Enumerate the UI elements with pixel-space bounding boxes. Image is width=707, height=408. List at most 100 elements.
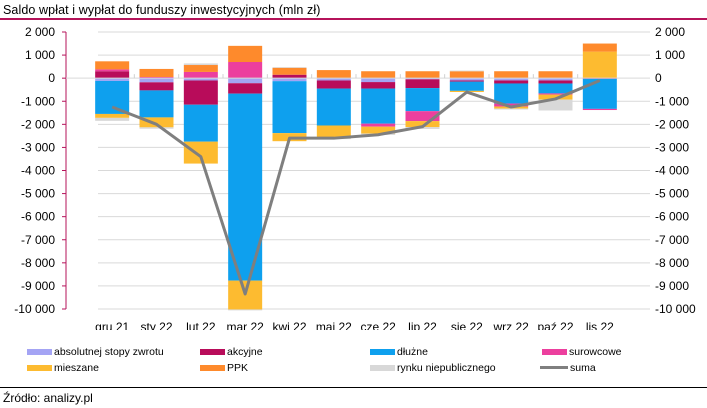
y-tick-label-left: -4 000 [21, 164, 55, 178]
legend-swatch [370, 348, 395, 355]
legend-swatch [27, 348, 52, 355]
bar-segment-akcyjne [139, 82, 174, 91]
bar-segment-akcyjne [405, 79, 440, 89]
bar-segment-mieszane [139, 117, 174, 128]
suma-line-group [111, 79, 601, 296]
bar-segment-d-u-ne [316, 88, 351, 126]
bar-segment-ppk [582, 43, 617, 52]
bar-segment-d-u-ne [582, 78, 617, 109]
x-tick-label: sty 22 [140, 320, 172, 330]
bar-segment-surowcowe [538, 93, 573, 95]
bar-segment-surowcowe [405, 111, 440, 122]
bar-segment-d-u-ne [95, 80, 130, 114]
x-tick-label: maj 22 [316, 320, 352, 330]
bar-segment-ppk [361, 71, 396, 79]
bar-segment-d-u-ne [272, 81, 307, 134]
legend-item-ppk: PPK [200, 361, 248, 374]
bar-segment-mieszane [95, 113, 130, 118]
legend-item-akcyjne: akcyjne [200, 345, 263, 358]
bar-segment-rynku-niepublicznego [494, 108, 529, 110]
y-tick-label-right: 1 000 [655, 48, 685, 62]
bar-segment-surowcowe [228, 62, 263, 79]
y-tick-label-left: -8 000 [21, 256, 55, 270]
bar-segment-absolutnej-stopy-zwrotu [95, 78, 130, 81]
bar-segment-absolutnej-stopy-zwrotu [405, 78, 440, 80]
y-tick-label-left: -5 000 [21, 187, 55, 201]
y-tick-label-right: -1 000 [655, 94, 689, 108]
y-tick-label-right: -10 000 [655, 302, 696, 316]
source-note: Źródło: analizy.pl [3, 391, 93, 405]
y-tick-label-right: -9 000 [655, 279, 689, 293]
bar-segment-ppk [405, 71, 440, 79]
footer-divider [0, 387, 707, 388]
y-tick-label-right: -4 000 [655, 164, 689, 178]
bar-segment-akcyjne [494, 80, 529, 84]
legend-label: suma [570, 361, 596, 374]
y-tick-label-right: -2 000 [655, 117, 689, 131]
bar-segment-mieszane [538, 94, 573, 100]
bar-segment-rynku-niepublicznego [449, 70, 484, 72]
x-tick-label: cze 22 [360, 320, 396, 330]
bar-segment-ppk [228, 45, 263, 63]
y-tick-label-left: 0 [48, 71, 55, 85]
bar-segment-akcyjne [361, 82, 396, 89]
bar-segment-mieszane [582, 51, 617, 79]
legend-label: akcyjne [227, 345, 263, 358]
bar-segment-rynku-niepublicznego [228, 309, 263, 311]
bar-segment-ppk [494, 71, 529, 79]
y-tick-label-right: 0 [655, 71, 662, 85]
bar-segment-ppk [183, 65, 218, 72]
bar-segment-d-u-ne [361, 88, 396, 124]
legend-line-swatch [540, 366, 568, 369]
legend-swatch [200, 348, 225, 355]
bar-segment-akcyjne [449, 80, 484, 82]
bar-segment-surowcowe [494, 103, 529, 107]
title-underline [0, 18, 707, 20]
bar-segment-ppk [449, 71, 484, 79]
bar-segment-ppk [272, 67, 307, 75]
x-axis-ticks: gru 21 sty 22 lut 22 mar 22 kwi 22 maj 22 cze … [95, 320, 614, 330]
legend-label: PPK [227, 361, 249, 374]
legend-swatch [200, 364, 225, 371]
bar-segment-ppk [316, 70, 351, 79]
legend-item-suma: suma [540, 361, 596, 374]
y-axis-left-ticks: 2 000 1 000 0 -1 000 -2 000 -3 000 -4 000 -5 00… [14, 25, 55, 316]
bar-segment-absolutnej-stopy-zwrotu [449, 78, 484, 81]
x-tick-label: lis 22 [586, 320, 614, 330]
bar-segment-absolutnej-stopy-zwrotu [139, 78, 174, 83]
axes [62, 31, 650, 310]
bar-segment-rynku-niepublicznego [272, 67, 307, 68]
bar-segment-rynku-niepublicznego [139, 127, 174, 129]
bar-segment-d-u-ne [139, 90, 174, 118]
bar-segment-surowcowe [582, 108, 617, 111]
bar-segment-akcyjne [228, 83, 263, 94]
y-tick-label-left: -2 000 [21, 117, 55, 131]
bar-segment-surowcowe [139, 77, 174, 79]
y-tick-label-right: -5 000 [655, 187, 689, 201]
legend-label: absolutnej stopy zwrotu [54, 345, 164, 358]
bar-segment-akcyjne [272, 74, 307, 79]
legend-swatch [27, 364, 52, 371]
suma-line [111, 79, 601, 296]
y-tick-label-left: -10 000 [14, 302, 55, 316]
y-tick-label-left: -7 000 [21, 233, 55, 247]
bar-segment-absolutnej-stopy-zwrotu [538, 78, 573, 81]
x-tick-label: wrz 22 [492, 320, 529, 330]
y-tick-label-right: -8 000 [655, 256, 689, 270]
bar-segment-d-u-ne [405, 88, 440, 112]
legend-item-rynku: rynku niepublicznego [370, 361, 496, 374]
bar-segment-absolutnej-stopy-zwrotu [183, 78, 218, 81]
legend-item-surowcowe: surowcowe [542, 345, 622, 358]
bar-segment-d-u-ne [183, 104, 218, 142]
legend-item-dluzne: dłużne [370, 345, 428, 358]
y-axis-right-ticks: 2 000 1 000 0 -1 000 -2 000 -3 000 -4 000 -5 00… [655, 25, 696, 316]
bar-segment-mieszane [316, 125, 351, 139]
bar-segment-akcyjne [183, 80, 218, 105]
y-tick-label-left: 1 000 [25, 48, 55, 62]
bar-segment-akcyjne [95, 71, 130, 79]
legend-swatch [370, 364, 395, 371]
bar-segment-d-u-ne [449, 81, 484, 91]
bar-segment-mieszane [183, 141, 218, 164]
chart-title: Saldo wpłat i wypłat do funduszy inwesty… [3, 3, 321, 17]
x-tick-label: lip 22 [408, 320, 437, 330]
